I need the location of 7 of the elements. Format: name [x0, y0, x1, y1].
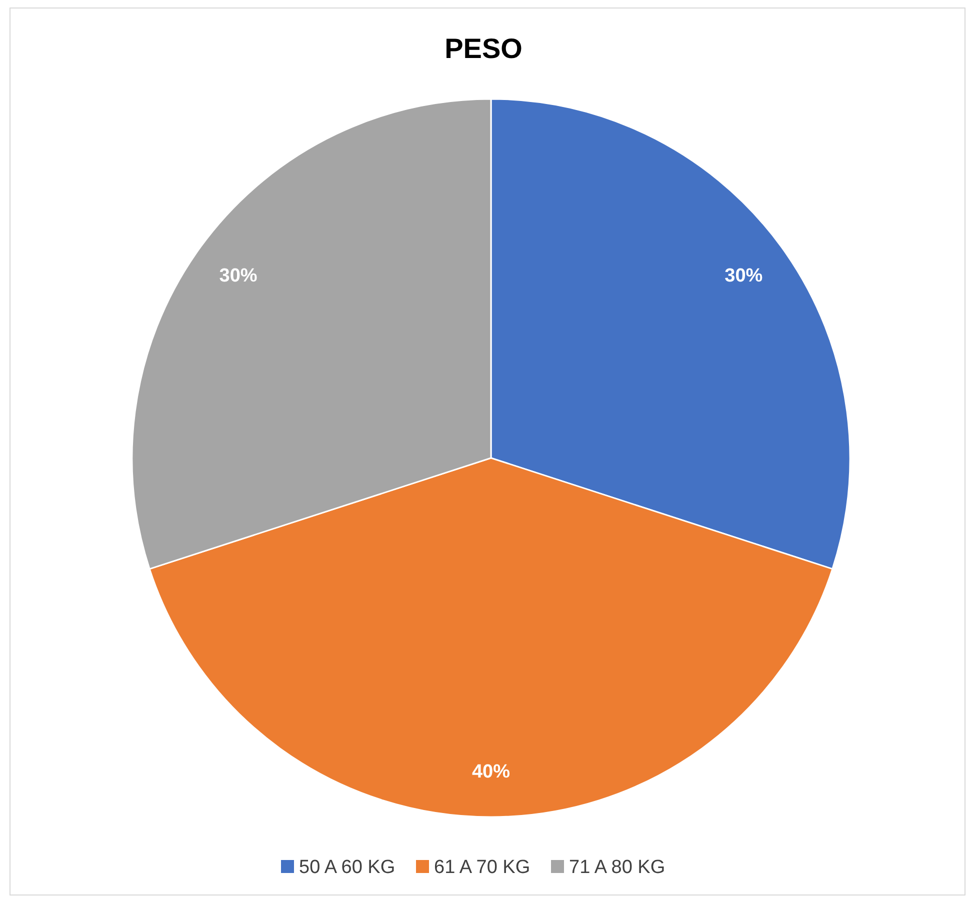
legend-label: 61 A 70 KG	[434, 857, 530, 878]
data-label: 40%	[472, 761, 510, 782]
legend-label: 71 A 80 KG	[569, 857, 666, 878]
data-label: 30%	[219, 265, 258, 286]
chart-title: PESO	[444, 33, 522, 64]
legend-label: 50 A 60 KG	[299, 857, 396, 878]
data-label: 30%	[724, 265, 763, 286]
